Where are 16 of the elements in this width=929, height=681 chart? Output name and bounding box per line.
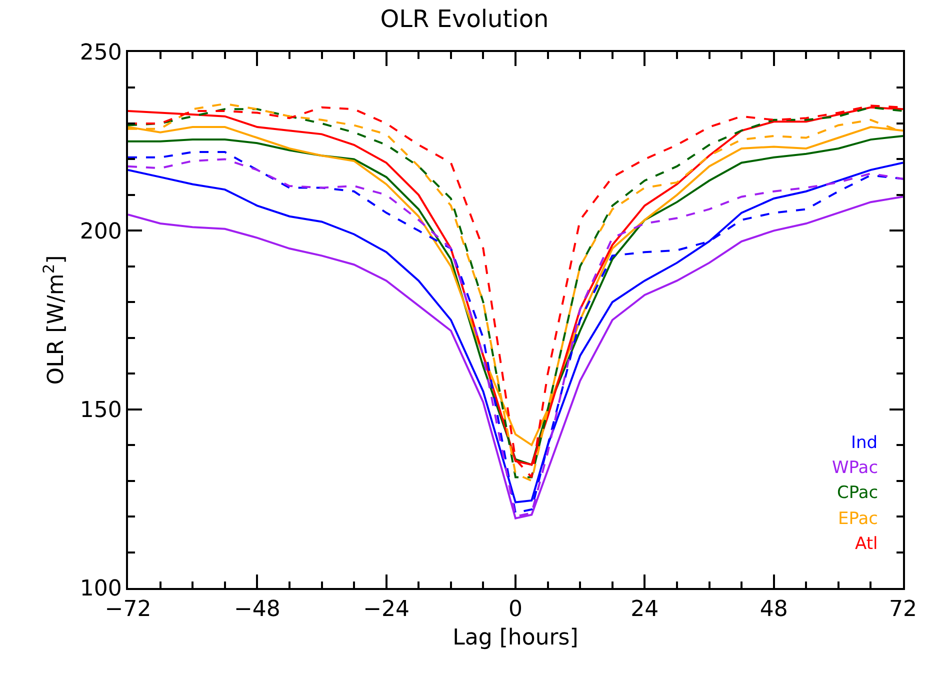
x-tick-label: 72 <box>889 597 917 622</box>
text: Ind <box>851 433 878 453</box>
x-tick-label: −24 <box>363 597 410 622</box>
x-tick-label: 0 <box>508 597 522 622</box>
x-tick-label: 24 <box>630 597 659 622</box>
y-tick-label: 200 <box>80 219 122 244</box>
text: EPac <box>838 509 878 529</box>
y-tick-label: 150 <box>80 398 122 424</box>
chart-title: OLR Evolution <box>380 5 549 34</box>
text: CPac <box>837 483 878 503</box>
text: WPac <box>832 458 878 478</box>
y-tick-label: 250 <box>80 40 122 66</box>
x-axis-title: Lag [hours] <box>452 626 578 651</box>
x-tick-label: 48 <box>760 597 788 622</box>
text: Atl <box>855 534 878 554</box>
x-tick-label: −48 <box>234 597 280 622</box>
